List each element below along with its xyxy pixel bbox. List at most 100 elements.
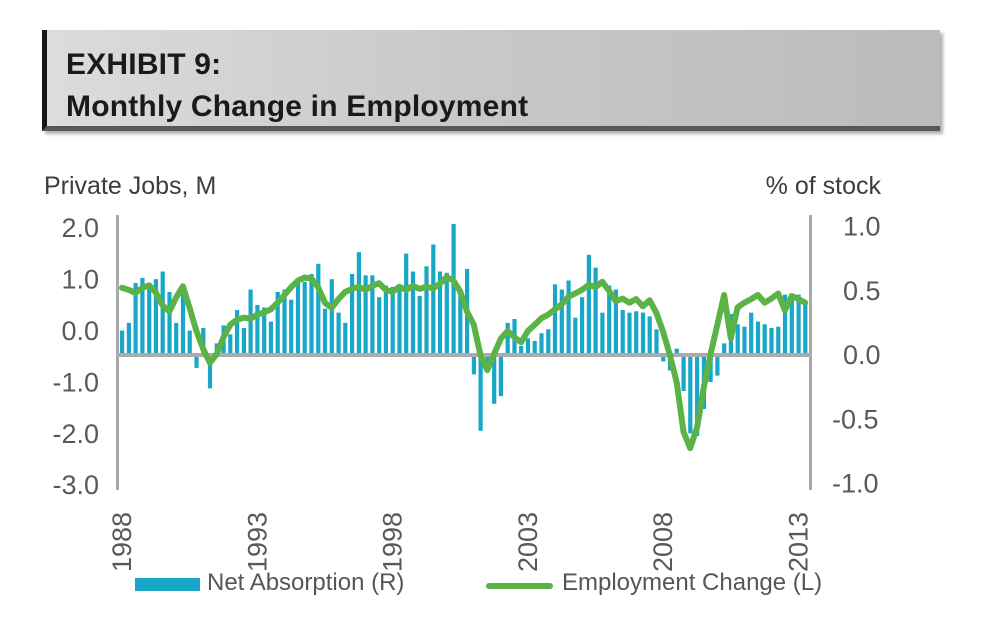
net-absorption-bar xyxy=(431,244,436,355)
net-absorption-bar xyxy=(735,324,740,355)
right-axis-line xyxy=(809,215,812,490)
net-absorption-bar xyxy=(681,355,686,391)
net-absorption-bar xyxy=(329,279,334,355)
net-absorption-bar xyxy=(383,285,388,355)
net-absorption-bar xyxy=(248,289,253,355)
net-absorption-bar xyxy=(539,333,544,355)
net-absorption-bar xyxy=(776,326,781,355)
net-absorption-bar xyxy=(187,330,192,355)
right-axis-title: % of stock xyxy=(765,172,881,200)
left-axis-tick-label: 1.0 xyxy=(61,265,99,295)
net-absorption-bar xyxy=(755,321,761,355)
net-absorption-bar xyxy=(390,286,395,355)
net-absorption-bar xyxy=(194,355,199,368)
net-absorption-bar xyxy=(688,355,693,434)
net-absorption-bar xyxy=(580,297,585,355)
net-absorption-bar xyxy=(769,328,774,355)
net-absorption-bar xyxy=(437,271,443,355)
net-absorption-bar xyxy=(478,355,483,431)
x-axis-tick-label: 1993 xyxy=(242,512,272,572)
net-absorption-bar xyxy=(343,322,348,355)
left-axis-tick-label: 0.0 xyxy=(61,316,99,346)
net-absorption-bar xyxy=(268,321,273,355)
net-absorption-bar xyxy=(180,288,186,355)
net-absorption-bar xyxy=(417,295,422,355)
net-absorption-bar xyxy=(316,263,321,355)
right-axis-tick-label: 1.0 xyxy=(843,212,881,242)
net-absorption-bar xyxy=(485,355,490,367)
net-absorption-bar xyxy=(133,283,138,355)
net-absorption-bar xyxy=(532,340,537,355)
net-absorption-bar xyxy=(235,310,240,355)
net-absorption-bar xyxy=(174,322,179,355)
net-absorption-bar xyxy=(796,294,801,355)
net-absorption-bar xyxy=(451,223,456,355)
net-absorption-bar xyxy=(262,307,267,355)
left-axis-tick-label: -3.0 xyxy=(52,470,99,500)
employment-change-legend-swatch xyxy=(486,583,553,589)
net-absorption-bar xyxy=(153,279,158,355)
net-absorption-bar xyxy=(160,271,165,355)
net-absorption-bar xyxy=(228,334,233,355)
net-absorption-bar xyxy=(350,274,355,355)
right-axis-tick-label: -1.0 xyxy=(832,469,879,499)
left-axis-tick-label: -1.0 xyxy=(52,367,99,397)
net-absorption-bar xyxy=(782,294,788,355)
net-absorption-bar xyxy=(370,275,375,355)
net-absorption-bar xyxy=(722,343,727,355)
net-absorption-bar xyxy=(302,281,307,355)
net-absorption-bar xyxy=(255,304,260,355)
net-absorption-bar xyxy=(600,312,605,355)
net-absorption-bar xyxy=(627,312,632,355)
net-absorption-bar xyxy=(282,289,287,355)
net-absorption-bar xyxy=(289,299,294,355)
net-absorption-bar xyxy=(322,308,328,355)
net-absorption-bar xyxy=(647,316,652,355)
net-absorption-legend-label: Net Absorption (R) xyxy=(207,569,405,596)
net-absorption-bar xyxy=(674,348,679,355)
net-absorption-bar xyxy=(634,311,639,355)
net-absorption-bar xyxy=(498,355,503,397)
x-axis-tick-label: 1988 xyxy=(107,512,137,572)
net-absorption-bar xyxy=(762,324,767,355)
net-absorption-bar xyxy=(749,312,754,355)
exhibit-label: EXHIBIT 9: xyxy=(66,48,222,81)
employment-chart: 2.0 1.0 0.0 -1.0 -2.0 -3.0 1.0 0.5 0.0 -0.5 -1.0 19… xyxy=(52,212,881,573)
net-absorption-bar xyxy=(471,355,476,375)
net-absorption-bar xyxy=(607,285,612,355)
net-absorption-bar xyxy=(336,312,341,355)
right-axis-tick-label: 0.0 xyxy=(843,340,881,370)
net-absorption-bar xyxy=(492,355,497,404)
net-absorption-bar xyxy=(377,297,382,355)
net-absorption-bar xyxy=(742,326,747,355)
net-absorption-bar xyxy=(363,275,368,355)
net-absorption-bar xyxy=(120,330,125,355)
exhibit-title: Monthly Change in Employment xyxy=(66,90,529,123)
net-absorption-bar xyxy=(654,329,659,355)
left-axis-tick-label: -2.0 xyxy=(52,419,99,449)
net-absorption-bar xyxy=(167,292,172,355)
net-absorption-bar xyxy=(593,267,598,355)
x-axis-tick-label: 1998 xyxy=(378,512,408,572)
net-absorption-bar xyxy=(207,355,213,389)
net-absorption-bar xyxy=(803,303,808,355)
left-axis-title: Private Jobs, M xyxy=(44,172,217,200)
right-axis-tick-label: -0.5 xyxy=(832,404,879,434)
x-axis-tick-label: 2003 xyxy=(513,512,543,572)
net-absorption-bar xyxy=(140,277,145,355)
net-absorption-bar xyxy=(552,284,558,355)
net-absorption-bar xyxy=(444,272,449,355)
net-absorption-bar xyxy=(559,289,564,355)
net-absorption-bar xyxy=(789,294,794,355)
net-absorption-bar xyxy=(241,328,246,355)
x-axis-tick-label: 2008 xyxy=(648,512,678,572)
left-axis-tick-label: 2.0 xyxy=(61,213,99,243)
net-absorption-bar xyxy=(458,290,463,356)
employment-change-legend-label: Employment Change (L) xyxy=(562,569,823,596)
net-absorption-bar xyxy=(695,355,700,436)
net-absorption-bar xyxy=(397,285,402,355)
net-absorption-bar xyxy=(640,312,646,355)
left-axis-line xyxy=(116,215,119,490)
net-absorption-bar xyxy=(573,317,578,355)
zero-baseline xyxy=(116,353,812,357)
